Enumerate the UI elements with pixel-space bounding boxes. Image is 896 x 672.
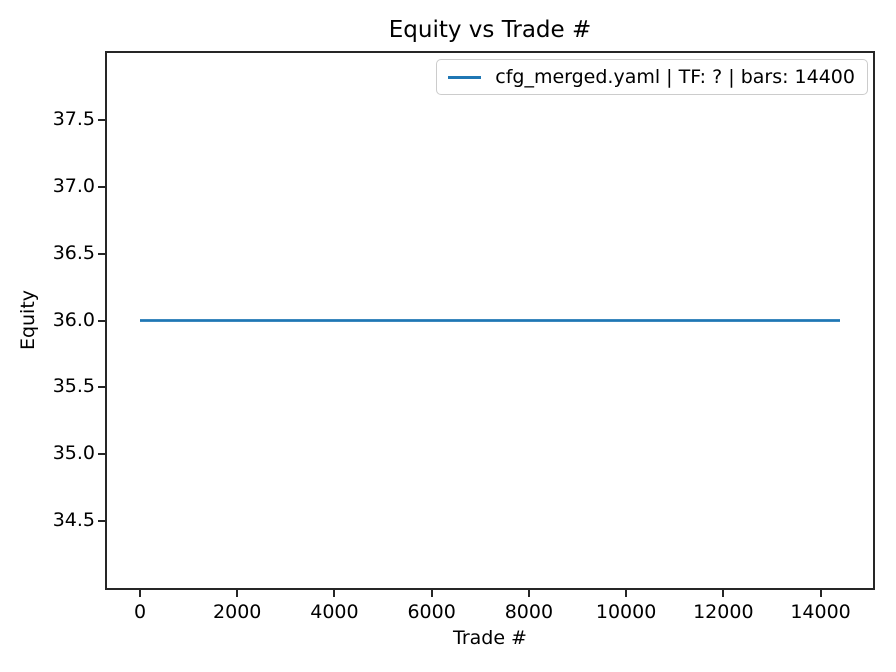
y-tick-mark [98, 519, 105, 522]
y-tick-mark [98, 386, 105, 389]
x-tick-label: 12000 [693, 601, 754, 623]
y-tick-mark [98, 119, 105, 122]
x-tick-label: 0 [133, 601, 147, 623]
legend-entry-label: cfg_merged.yaml | TF: ? | bars: 14400 [495, 66, 855, 88]
legend-box: cfg_merged.yaml | TF: ? | bars: 14400 [436, 59, 868, 95]
y-tick-label: 36.0 [52, 308, 95, 331]
x-tick-mark [430, 590, 433, 597]
x-tick-label: 2000 [213, 601, 262, 623]
y-tick-mark [98, 319, 105, 322]
x-tick-label: 6000 [407, 601, 456, 623]
y-tick-mark [98, 186, 105, 189]
x-axis-label: Trade # [453, 627, 527, 649]
x-tick-label: 8000 [504, 601, 554, 623]
x-tick-mark [236, 590, 239, 597]
y-tick-label: 34.5 [52, 508, 95, 531]
x-tick-label: 14000 [790, 601, 851, 623]
equity-line-series [140, 319, 840, 322]
x-tick-label: 10000 [595, 601, 657, 623]
x-tick-label: 4000 [310, 601, 359, 623]
y-tick-label: 35.0 [52, 441, 95, 464]
x-tick-mark [625, 590, 628, 597]
chart-title: Equity vs Trade # [388, 17, 592, 43]
legend-line-sample-icon [448, 75, 482, 79]
x-tick-mark [139, 590, 141, 597]
y-tick-label: 36.5 [52, 241, 95, 264]
y-tick-label: 35.5 [52, 375, 95, 398]
y-tick-mark [98, 452, 105, 455]
y-tick-label: 37.5 [52, 108, 95, 131]
y-tick-mark [98, 252, 105, 255]
x-tick-mark [819, 590, 822, 597]
y-tick-label: 37.0 [52, 175, 95, 198]
x-tick-mark [722, 590, 725, 597]
x-tick-mark [527, 590, 530, 597]
x-tick-mark [333, 590, 336, 597]
